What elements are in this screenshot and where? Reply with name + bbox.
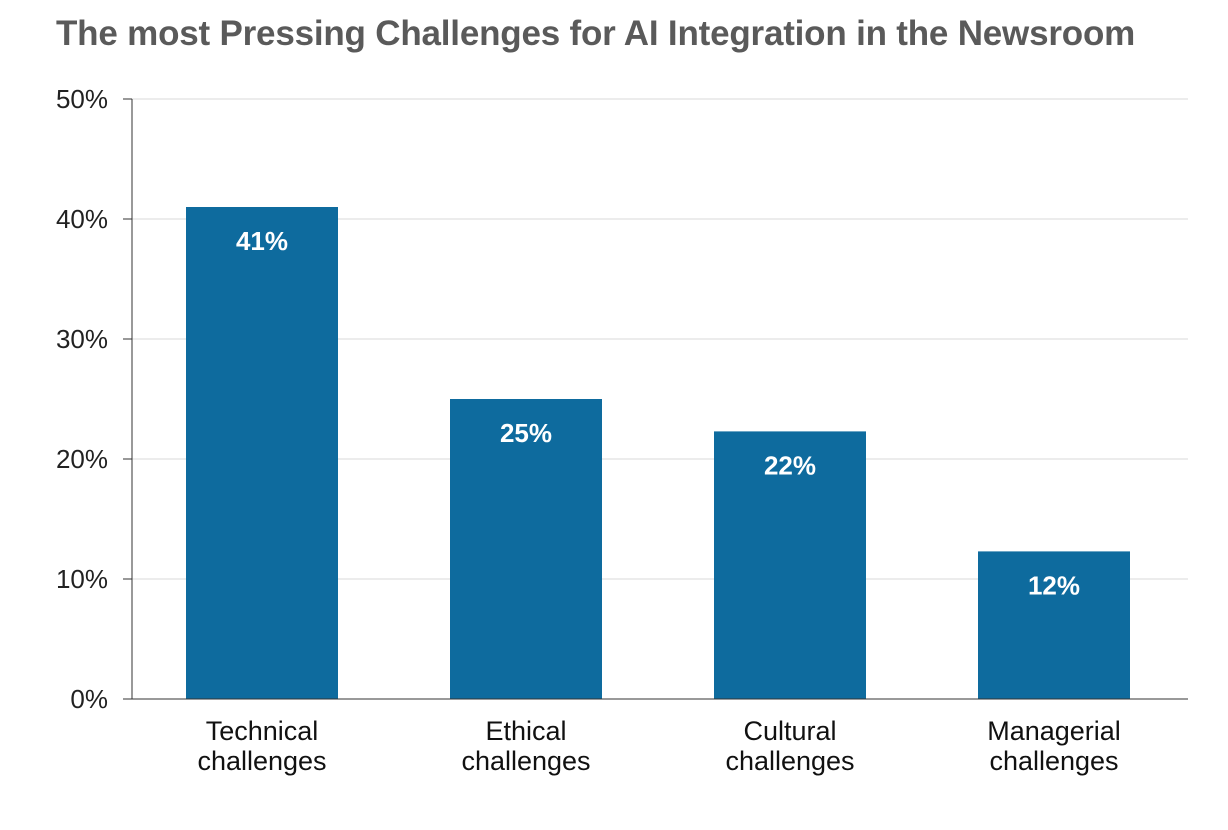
- x-category-label: Managerial: [987, 716, 1121, 746]
- x-category-label: Cultural: [743, 716, 836, 746]
- y-tick-label: 30%: [56, 324, 108, 354]
- axes: [123, 98, 1188, 700]
- x-category-label: challenges: [725, 746, 854, 776]
- y-tick-label: 40%: [56, 204, 108, 234]
- bar-0: [186, 207, 338, 699]
- y-tick-label: 0%: [70, 684, 108, 714]
- y-tick-label: 50%: [56, 84, 108, 114]
- data-label-2: 22%: [764, 450, 816, 480]
- data-label-0: 41%: [236, 226, 288, 256]
- bars: [186, 207, 1130, 699]
- bar-3: [978, 551, 1130, 699]
- data-label-1: 25%: [500, 418, 552, 448]
- bar-1: [450, 399, 602, 699]
- x-category-label: Ethical: [485, 716, 566, 746]
- x-category-label: challenges: [989, 746, 1118, 776]
- chart-title: The most Pressing Challenges for AI Inte…: [56, 14, 1136, 53]
- bar-2: [714, 431, 866, 699]
- x-category-label: challenges: [461, 746, 590, 776]
- x-category-label: challenges: [197, 746, 326, 776]
- x-category-label: Technical: [206, 716, 319, 746]
- y-tick-label: 20%: [56, 444, 108, 474]
- labels: 0%10%20%30%40%50%41%Technicalchallenges2…: [56, 84, 1121, 776]
- data-label-3: 12%: [1028, 570, 1080, 600]
- y-tick-label: 10%: [56, 564, 108, 594]
